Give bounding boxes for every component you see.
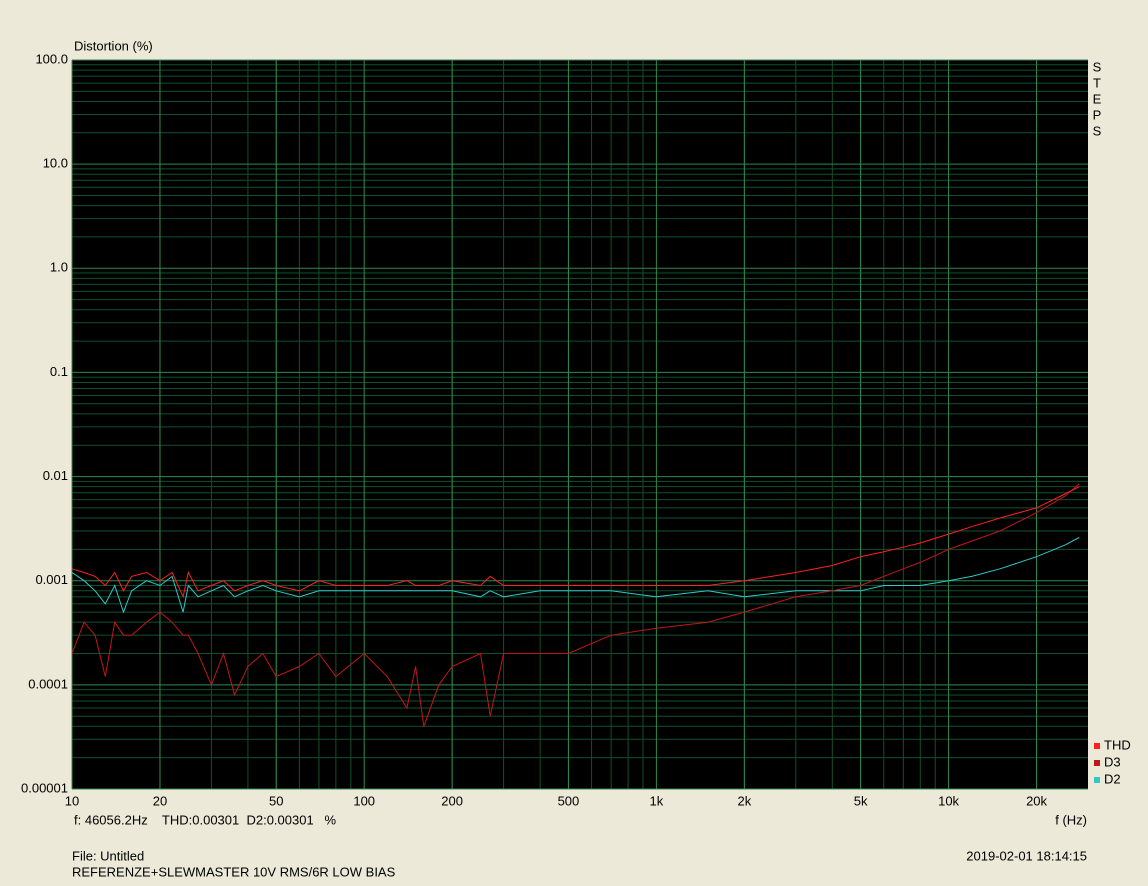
x-tick-label: 2k [737, 793, 751, 808]
legend-label: THD [1104, 737, 1131, 752]
x-tick-label: 200 [441, 793, 463, 808]
y-tick-label: 0.00001 [21, 780, 68, 795]
description: REFERENZE+SLEWMASTER 10V RMS/6R LOW BIAS [72, 864, 396, 879]
x-tick-label: 20k [1026, 793, 1047, 808]
x-tick-label: 500 [558, 793, 580, 808]
x-axis-label: f (Hz) [1055, 812, 1087, 827]
timestamp: 2019-02-01 18:14:15 [966, 848, 1087, 863]
y-tick-label: 0.0001 [28, 676, 68, 691]
y-axis-label: Distortion (%) [74, 38, 153, 53]
y-tick-label: 0.1 [50, 364, 68, 379]
x-tick-label: 10k [938, 793, 959, 808]
legend-label: D3 [1104, 754, 1121, 769]
legend-label: D2 [1104, 771, 1121, 786]
plot-area [72, 60, 1088, 789]
side-label-letter: T [1093, 75, 1101, 90]
x-tick-label: 50 [269, 793, 283, 808]
legend-swatch [1094, 760, 1100, 766]
y-tick-label: 10.0 [43, 156, 68, 171]
series-line [71, 486, 1080, 599]
x-tick-label: 5k [854, 793, 868, 808]
y-tick-label: 100.0 [35, 51, 68, 66]
side-label-letter: S [1093, 59, 1102, 74]
legend-swatch [1094, 743, 1100, 749]
side-label-letter: P [1093, 107, 1102, 122]
y-tick-label: 0.001 [35, 572, 68, 587]
series-line [71, 537, 1080, 614]
series-line [71, 483, 1080, 727]
y-tick-label: 1.0 [50, 260, 68, 275]
y-tick-label: 0.01 [43, 468, 68, 483]
x-tick-label: 10 [65, 793, 79, 808]
x-tick-label: 100 [353, 793, 375, 808]
x-tick-label: 20 [153, 793, 167, 808]
legend-swatch [1094, 777, 1100, 783]
side-label-letter: S [1093, 123, 1102, 138]
file: File: Untitled [72, 848, 144, 863]
status: f: 46056.2Hz THD:0.00301 D2:0.00301 % [74, 812, 337, 827]
x-tick-label: 1k [650, 793, 664, 808]
side-label-letter: E [1093, 91, 1102, 106]
